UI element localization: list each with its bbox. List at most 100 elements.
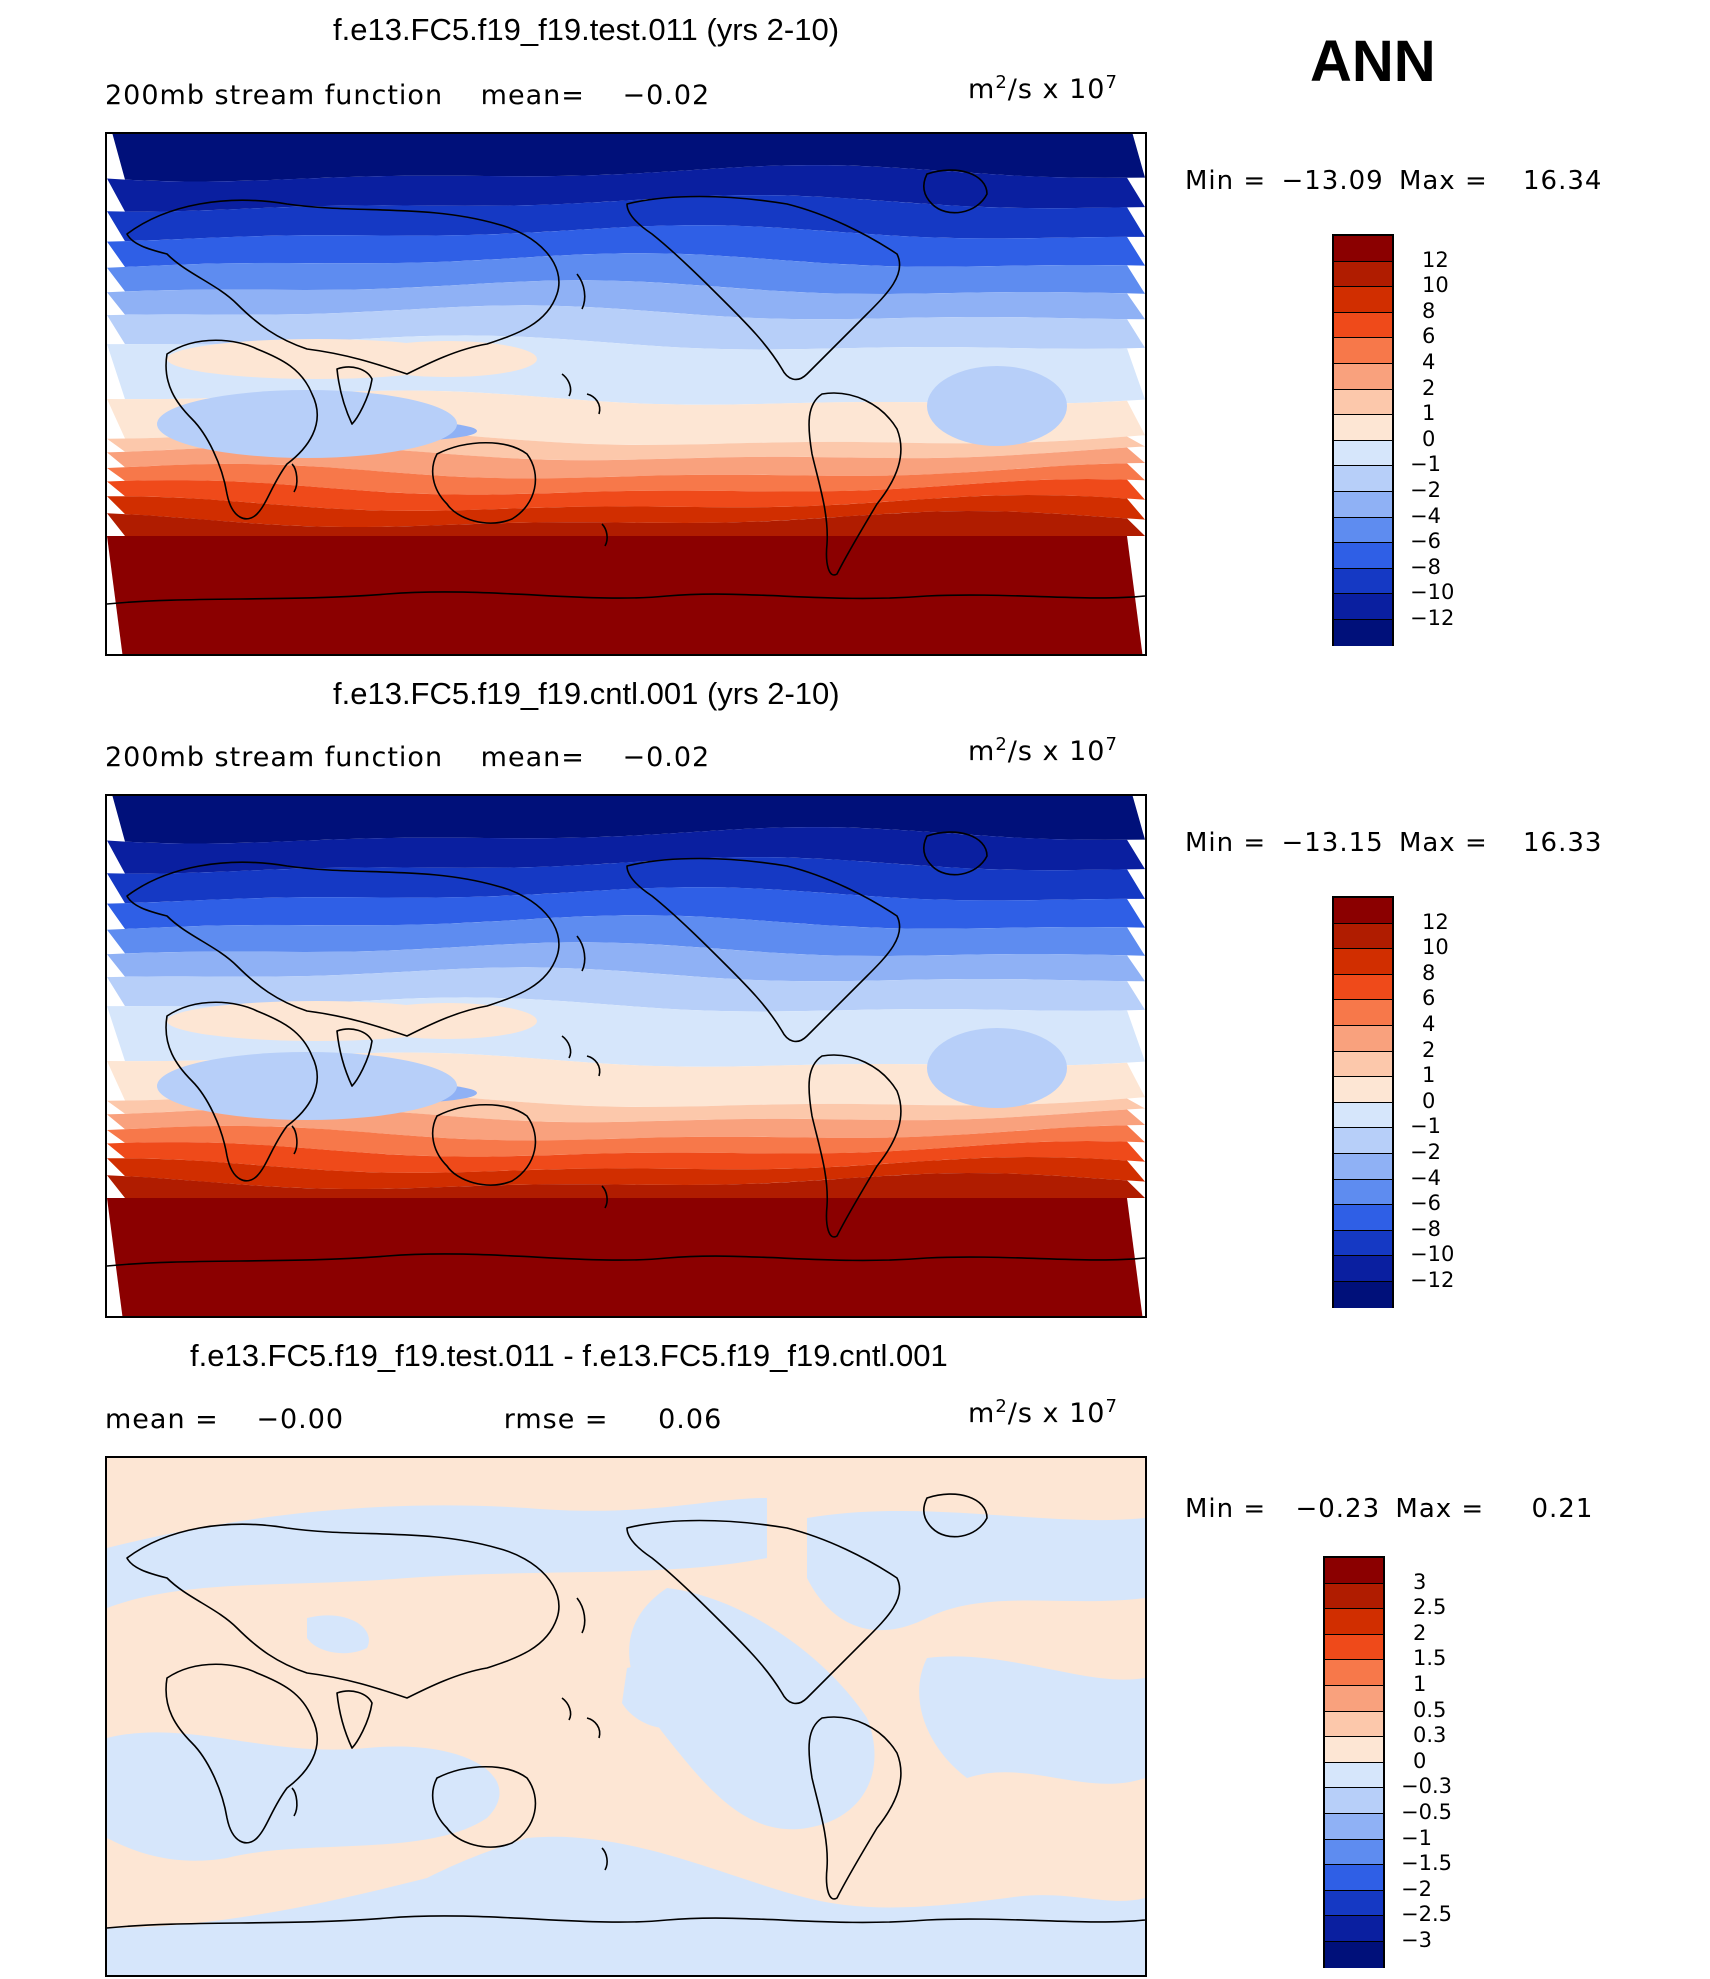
colorbar-label: 1 bbox=[1422, 1063, 1436, 1088]
colorbar-swatch bbox=[1334, 974, 1392, 1001]
panel1-units: m2/s x 107 bbox=[968, 72, 1118, 105]
colorbar-swatch bbox=[1325, 1660, 1383, 1686]
colorbar-swatch bbox=[1334, 1077, 1392, 1103]
colorbar-label: −4 bbox=[1410, 1165, 1441, 1190]
contour-band bbox=[629, 1588, 875, 1830]
colorbar-box bbox=[1332, 234, 1394, 646]
panel1-minmax: Min = −13.09 Max = 16.34 bbox=[1185, 166, 1603, 196]
colorbar-swatch bbox=[1325, 1634, 1383, 1661]
coast-segment bbox=[808, 1054, 902, 1238]
colorbar-label: −12 bbox=[1410, 1268, 1455, 1292]
coast-segment bbox=[576, 273, 586, 310]
panel3-map bbox=[105, 1456, 1147, 1977]
colorbar-swatch bbox=[1334, 898, 1392, 924]
coast-segment bbox=[922, 169, 988, 214]
colorbar-label: 0 bbox=[1422, 426, 1436, 451]
contour-band bbox=[157, 1052, 457, 1120]
contour-band bbox=[107, 1157, 1145, 1189]
colorbar-label: 6 bbox=[1422, 986, 1436, 1011]
contour-band bbox=[107, 1198, 1143, 1316]
colorbar-swatch bbox=[1325, 1890, 1383, 1917]
coast-segment bbox=[561, 373, 572, 397]
contour-band bbox=[622, 1666, 699, 1729]
coast-segment bbox=[586, 1055, 601, 1077]
contour-band bbox=[357, 1003, 537, 1039]
colorbar-swatch bbox=[1325, 1583, 1383, 1610]
colorbar-label: −2 bbox=[1410, 478, 1441, 502]
coast-segment bbox=[165, 1001, 318, 1182]
panel2-subtitle: 200mb stream function mean= −0.02 bbox=[105, 742, 710, 773]
colorbar-label: 3 bbox=[1413, 1569, 1427, 1594]
contour-band bbox=[107, 857, 1145, 904]
colorbar-label: 12 bbox=[1422, 247, 1449, 272]
colorbar-swatch bbox=[1334, 415, 1392, 441]
colorbar-label: 12 bbox=[1422, 909, 1449, 934]
contour-band bbox=[107, 827, 1145, 874]
contour-band bbox=[107, 967, 1145, 1012]
colorbar-swatch bbox=[1334, 1128, 1392, 1154]
colorbar-label: 0.5 bbox=[1413, 1697, 1447, 1722]
colorbar-label: 2 bbox=[1413, 1620, 1427, 1645]
colorbar-swatch bbox=[1325, 1865, 1383, 1891]
coast-segment bbox=[126, 1523, 560, 1699]
coast-segment bbox=[808, 392, 902, 576]
contour-band bbox=[107, 942, 1145, 982]
colorbar-swatch bbox=[1334, 312, 1392, 339]
coast-segment bbox=[576, 935, 586, 972]
colorbar-swatch bbox=[1325, 1839, 1383, 1866]
colorbar-swatch bbox=[1334, 440, 1392, 467]
colorbar-swatch bbox=[1334, 517, 1392, 544]
colorbar-label: 0.3 bbox=[1413, 1723, 1447, 1748]
coast-segment bbox=[431, 1103, 537, 1186]
coast-segment bbox=[601, 1185, 608, 1209]
contour-band bbox=[107, 280, 1145, 320]
contour-band bbox=[107, 1836, 1145, 1975]
colorbar-label: −1 bbox=[1410, 1114, 1441, 1139]
contour-band bbox=[807, 1510, 1145, 1631]
colorbar-swatch bbox=[1334, 389, 1392, 416]
panel2-contour-svg bbox=[107, 796, 1145, 1316]
colorbar-label: 1 bbox=[1413, 1672, 1427, 1696]
panel2-minmax: Min = −13.15 Max = 16.33 bbox=[1185, 828, 1603, 858]
colorbar-swatch bbox=[1334, 1051, 1392, 1078]
colorbar-label: −2 bbox=[1410, 1140, 1441, 1164]
colorbar-label: 4 bbox=[1422, 350, 1436, 374]
colorbar-swatch bbox=[1325, 1711, 1383, 1738]
colorbar-swatch bbox=[1334, 619, 1392, 646]
coast-segment bbox=[431, 441, 537, 524]
colorbar-swatch bbox=[1334, 543, 1392, 569]
colorbar-swatch bbox=[1334, 287, 1392, 313]
contour-band bbox=[107, 1732, 500, 1861]
panel2-units: m2/s x 107 bbox=[968, 734, 1118, 767]
colorbar-swatch bbox=[1334, 1205, 1392, 1231]
panel2-mean-label: mean= bbox=[480, 742, 585, 773]
colorbar-label: 0 bbox=[1413, 1748, 1427, 1773]
panel3-rmse-value: 0.06 bbox=[658, 1404, 723, 1435]
panel1-variable: 200mb stream function bbox=[105, 80, 444, 111]
coast-segment bbox=[165, 339, 318, 520]
colorbar-label: 4 bbox=[1422, 1012, 1436, 1036]
panel1-title: f.e13.FC5.f19_f19.test.011 (yrs 2-10) bbox=[333, 12, 840, 47]
colorbar-label: −2.5 bbox=[1401, 1902, 1452, 1927]
colorbar-label: −8 bbox=[1410, 554, 1441, 579]
colorbar-swatch bbox=[1325, 1916, 1383, 1942]
colorbar-swatch bbox=[1334, 491, 1392, 518]
coast-segment bbox=[165, 1663, 318, 1844]
panel3-mean-value: −0.00 bbox=[256, 1404, 345, 1435]
coast-segment bbox=[601, 1847, 608, 1871]
coast-segment bbox=[922, 831, 988, 876]
contour-band bbox=[107, 887, 1145, 929]
coast-segment bbox=[291, 1787, 298, 1817]
colorbar-swatch bbox=[1325, 1685, 1383, 1712]
panel1-mean-label: mean= bbox=[480, 80, 585, 111]
contour-band bbox=[112, 134, 1145, 182]
contour-band bbox=[107, 1141, 1145, 1173]
coast-segment bbox=[626, 195, 901, 381]
coast-segment bbox=[808, 1716, 902, 1900]
colorbar-label: 0 bbox=[1422, 1088, 1436, 1113]
colorbar-label: −10 bbox=[1410, 1242, 1455, 1267]
coast-segment bbox=[107, 1915, 1145, 1929]
colorbar-label: −1 bbox=[1410, 452, 1441, 477]
panel1-contour-svg bbox=[107, 134, 1145, 654]
panel3-minmax: Min = −0.23 Max = 0.21 bbox=[1185, 1494, 1594, 1524]
